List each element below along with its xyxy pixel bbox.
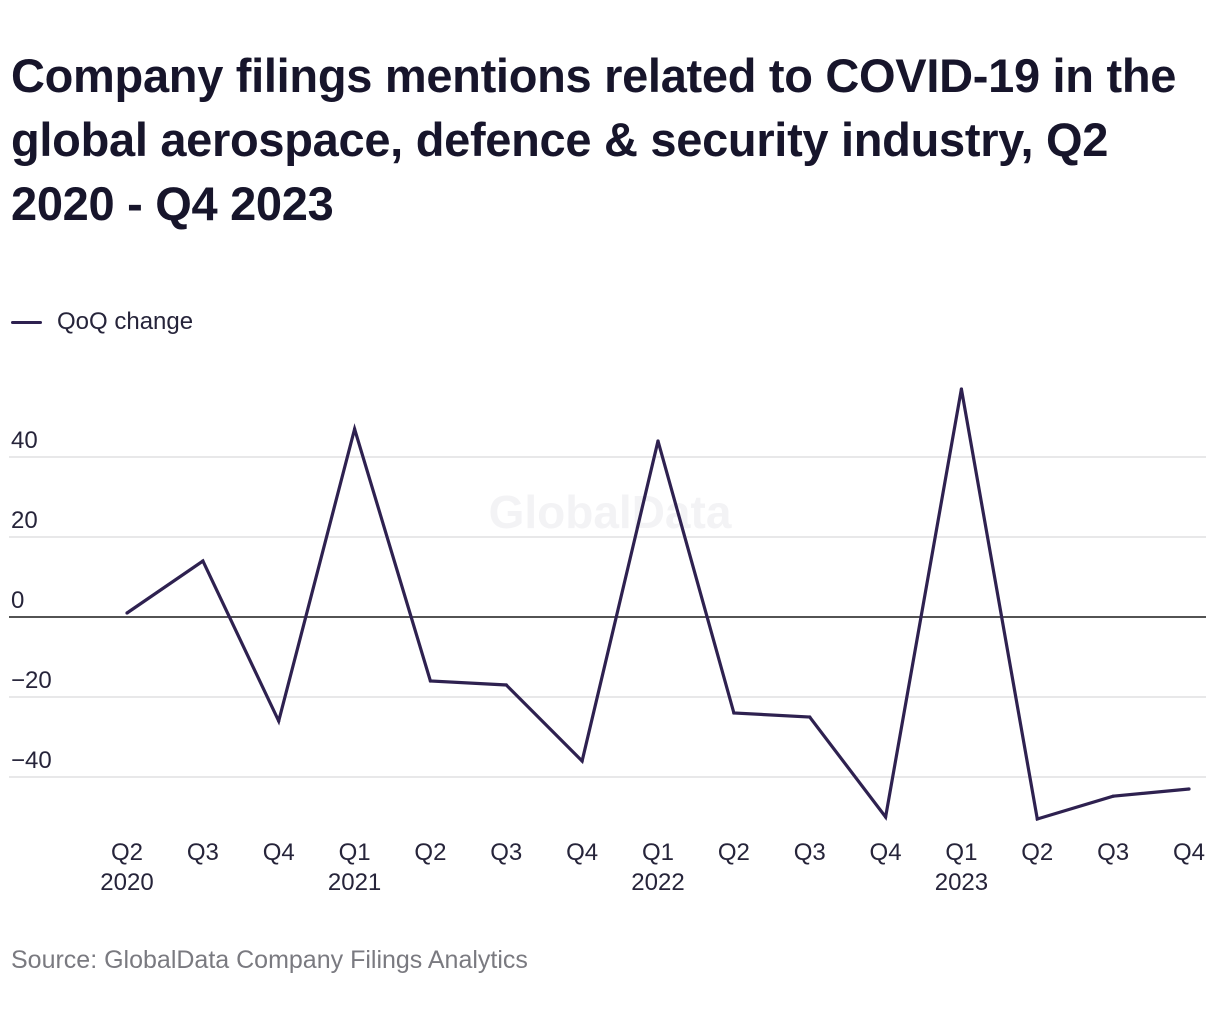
chart-title: Company filings mentions related to COVI… — [11, 49, 1177, 230]
data-point — [732, 711, 736, 715]
x-axis-ticks: Q2 2020 Q3 Q4 Q1 2021 Q2 Q3 Q4 Q1 2022 Q2 Q3 Q4 Q1 2023… — [100, 839, 1205, 896]
watermark: GlobalData — [489, 486, 732, 538]
data-point — [504, 683, 508, 687]
data-point — [277, 719, 281, 723]
x-tick-label: Q2 — [414, 839, 446, 866]
series — [125, 387, 1191, 822]
x-tick-label: Q3 — [794, 839, 826, 866]
x-tick-label: Q4 — [870, 839, 902, 866]
data-point — [428, 679, 433, 683]
y-tick-label: 0 — [11, 587, 24, 614]
y-tick-label: −20 — [11, 667, 52, 694]
data-point — [352, 427, 357, 431]
y-tick-label: 40 — [11, 427, 38, 454]
data-point — [1035, 817, 1039, 821]
data-point — [808, 715, 812, 719]
data-point — [883, 815, 888, 819]
data-point — [1187, 787, 1191, 791]
y-tick-label: 20 — [11, 507, 38, 534]
x-tick-label: Q1 — [945, 839, 977, 866]
data-point — [201, 559, 205, 563]
source-note: Source: GlobalData Company Filings Analy… — [11, 946, 528, 974]
x-tick-label: Q4 — [566, 839, 598, 866]
data-point — [125, 611, 129, 615]
x-tick-label: Q4 — [1173, 839, 1205, 866]
gridlines — [9, 456, 1206, 778]
x-tick-label: Q2 — [718, 839, 750, 866]
legend-swatch — [11, 320, 42, 324]
x-tick-year-label: 2020 — [100, 869, 153, 896]
x-tick-label: Q3 — [490, 839, 522, 866]
x-tick-label: Q2 — [111, 839, 143, 866]
x-tick-label: Q3 — [187, 839, 219, 866]
data-point — [959, 387, 964, 391]
x-tick-year-label: 2021 — [328, 869, 381, 896]
legend: QoQ change — [11, 307, 193, 337]
series-line — [126, 388, 1190, 822]
y-axis-ticks: 40 20 0 −20 −40 — [11, 427, 52, 774]
x-tick-label: Q4 — [263, 839, 295, 866]
x-tick-year-label: 2023 — [935, 869, 988, 896]
data-point — [580, 759, 584, 763]
x-tick-label: Q3 — [1097, 839, 1129, 866]
x-tick-label: Q1 — [339, 839, 371, 866]
data-point — [656, 439, 660, 443]
data-point — [1111, 794, 1115, 798]
x-tick-label: Q2 — [1021, 839, 1053, 866]
x-tick-year-label: 2022 — [631, 869, 684, 896]
x-tick-label: Q1 — [642, 839, 674, 866]
y-tick-label: −40 — [11, 747, 52, 774]
legend-label: QoQ change — [57, 308, 194, 335]
